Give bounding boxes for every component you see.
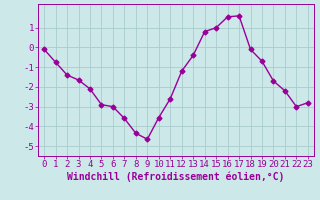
X-axis label: Windchill (Refroidissement éolien,°C): Windchill (Refroidissement éolien,°C) bbox=[67, 172, 285, 182]
